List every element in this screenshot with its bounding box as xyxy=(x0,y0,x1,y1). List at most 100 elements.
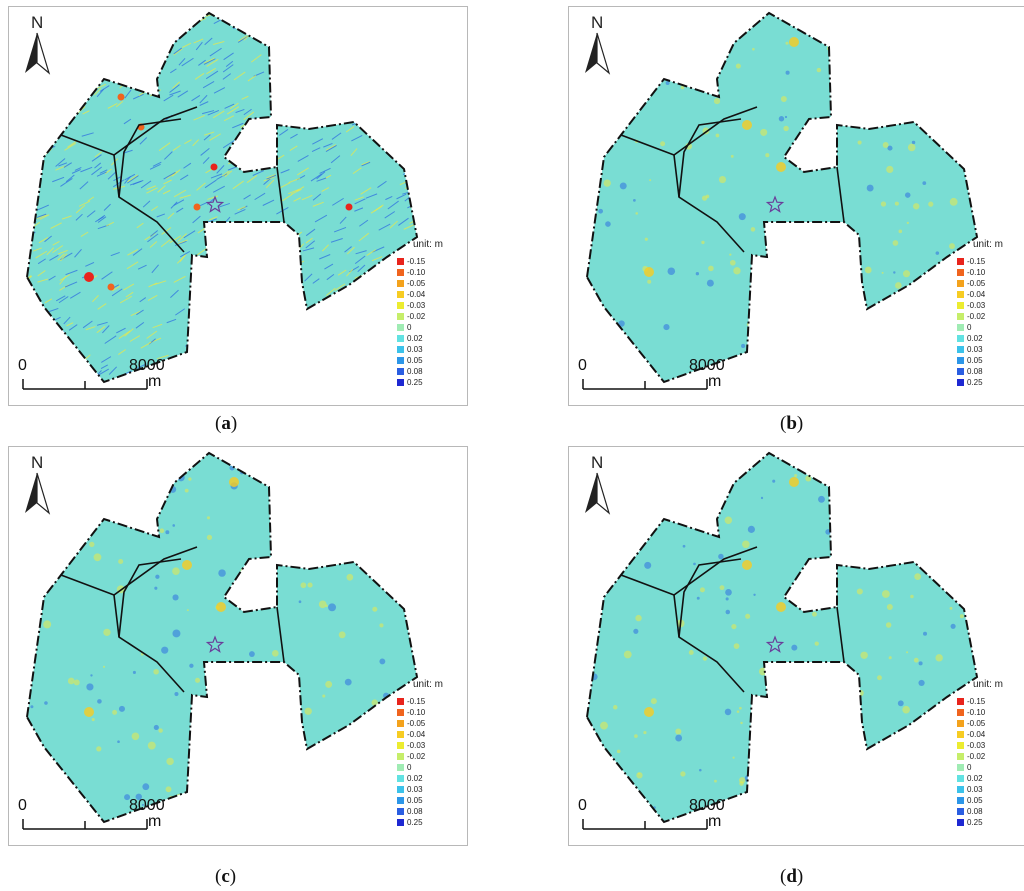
scale-bar: 0 8000 m xyxy=(15,357,175,402)
scale-unit-label: m xyxy=(708,813,722,830)
legend-swatch xyxy=(397,357,404,364)
legend-swatch xyxy=(397,731,404,738)
legend-swatch xyxy=(957,764,964,771)
legend-swatch xyxy=(397,269,404,276)
legend-label: -0.15 xyxy=(967,697,986,706)
legend-swatch xyxy=(957,280,964,287)
north-arrow: N xyxy=(581,451,621,521)
north-arrow-icon xyxy=(585,472,611,515)
north-label: N xyxy=(31,13,44,32)
legend-label: 0.08 xyxy=(967,367,983,376)
district-boundary xyxy=(678,558,742,638)
legend-label: -0.03 xyxy=(967,301,986,310)
legend-swatch xyxy=(957,379,964,386)
district-boundary xyxy=(620,106,758,156)
scale-end-label: 8000 xyxy=(129,797,165,814)
legend-label: 0 xyxy=(407,323,412,332)
legend-label: 0.08 xyxy=(407,807,423,816)
legend-unit: unit: m xyxy=(413,239,444,250)
map-fill xyxy=(587,13,977,382)
legend-label: -0.05 xyxy=(967,279,986,288)
legend-label: -0.05 xyxy=(407,279,426,288)
scale-unit-label: m xyxy=(148,373,162,390)
legend-swatch xyxy=(397,764,404,771)
legend-item: 0.05 xyxy=(397,355,427,366)
legend-unit: unit: m xyxy=(413,679,444,690)
legend-label: -0.03 xyxy=(967,741,986,750)
legend-item: -0.04 xyxy=(397,289,427,300)
legend-swatch xyxy=(397,775,404,782)
district-boundary xyxy=(678,118,742,198)
scale-start-label: 0 xyxy=(18,797,27,814)
legend-swatch xyxy=(397,819,404,826)
legend-item: -0.03 xyxy=(957,300,987,311)
legend-swatch xyxy=(957,258,964,265)
north-arrow: N xyxy=(581,11,621,81)
displacement-map xyxy=(585,11,979,384)
scale-bar: 0 8000 m xyxy=(575,357,735,402)
star-marker-icon xyxy=(205,635,225,653)
legend-item: 0.03 xyxy=(397,344,427,355)
legend-label: 0.02 xyxy=(407,774,423,783)
legend: unit: m -0.15 -0.10 -0.05 -0.04 -0.03 -0.02 0 0.… xyxy=(957,679,1003,828)
legend-label: -0.04 xyxy=(967,290,986,299)
legend-label: 0.05 xyxy=(407,796,423,805)
legend-label: 0.03 xyxy=(407,345,423,354)
legend-swatch xyxy=(957,786,964,793)
legend: unit: m -0.15 -0.10 -0.05 -0.04 -0.03 -0.02 0 0.… xyxy=(957,239,1003,388)
legend-label: 0 xyxy=(407,763,412,772)
scale-bar: 0 8000 m xyxy=(15,797,175,842)
legend-label: 0.05 xyxy=(967,356,983,365)
legend-swatch xyxy=(397,698,404,705)
star-marker-icon xyxy=(765,195,785,213)
legend: unit: m -0.15 -0.10 -0.05 -0.04 -0.03 -0.02 0 0.… xyxy=(397,239,443,388)
legend-item: 0.05 xyxy=(397,795,427,806)
legend-item: -0.03 xyxy=(397,300,427,311)
legend-label: -0.05 xyxy=(407,719,426,728)
legend-swatch xyxy=(397,280,404,287)
legend-swatch xyxy=(957,775,964,782)
legend-swatch xyxy=(397,786,404,793)
legend-label: 0 xyxy=(967,763,972,772)
legend-swatch xyxy=(957,819,964,826)
legend-swatch xyxy=(397,258,404,265)
legend-item: -0.10 xyxy=(957,707,987,718)
north-arrow-icon xyxy=(25,472,51,515)
caption-a: (a) xyxy=(215,413,238,434)
legend-label: -0.03 xyxy=(407,301,426,310)
legend-unit: unit: m xyxy=(973,239,1004,250)
north-arrow: N xyxy=(21,451,61,521)
legend-label: -0.02 xyxy=(967,752,986,761)
scale-unit-label: m xyxy=(708,373,722,390)
scale-bar-line xyxy=(582,819,708,830)
scale-end-label: 8000 xyxy=(129,357,165,374)
legend-item: -0.05 xyxy=(957,278,987,289)
district-boundary xyxy=(276,166,285,223)
scale-start-label: 0 xyxy=(18,357,27,374)
district-boundary xyxy=(118,558,182,638)
district-boundary xyxy=(836,606,845,663)
legend-label: -0.02 xyxy=(407,752,426,761)
legend-item: 0.08 xyxy=(397,806,427,817)
scale-end-label: 8000 xyxy=(689,357,725,374)
displacement-map xyxy=(585,451,979,824)
star-marker-icon xyxy=(765,635,785,653)
caption-c: (c) xyxy=(215,866,237,887)
area-boundary xyxy=(585,11,979,384)
legend-item: -0.04 xyxy=(957,729,987,740)
legend-item: -0.05 xyxy=(957,718,987,729)
legend-swatch xyxy=(397,720,404,727)
legend-item: -0.03 xyxy=(957,740,987,751)
legend-label: -0.04 xyxy=(407,290,426,299)
legend-swatch xyxy=(397,753,404,760)
legend-swatch xyxy=(957,731,964,738)
legend-label: 0.03 xyxy=(967,785,983,794)
scale-end-label: 8000 xyxy=(689,797,725,814)
legend-label: 0.02 xyxy=(967,334,983,343)
legend-swatch xyxy=(397,335,404,342)
legend-label: 0.03 xyxy=(967,345,983,354)
legend-swatch xyxy=(397,324,404,331)
legend-swatch xyxy=(957,324,964,331)
